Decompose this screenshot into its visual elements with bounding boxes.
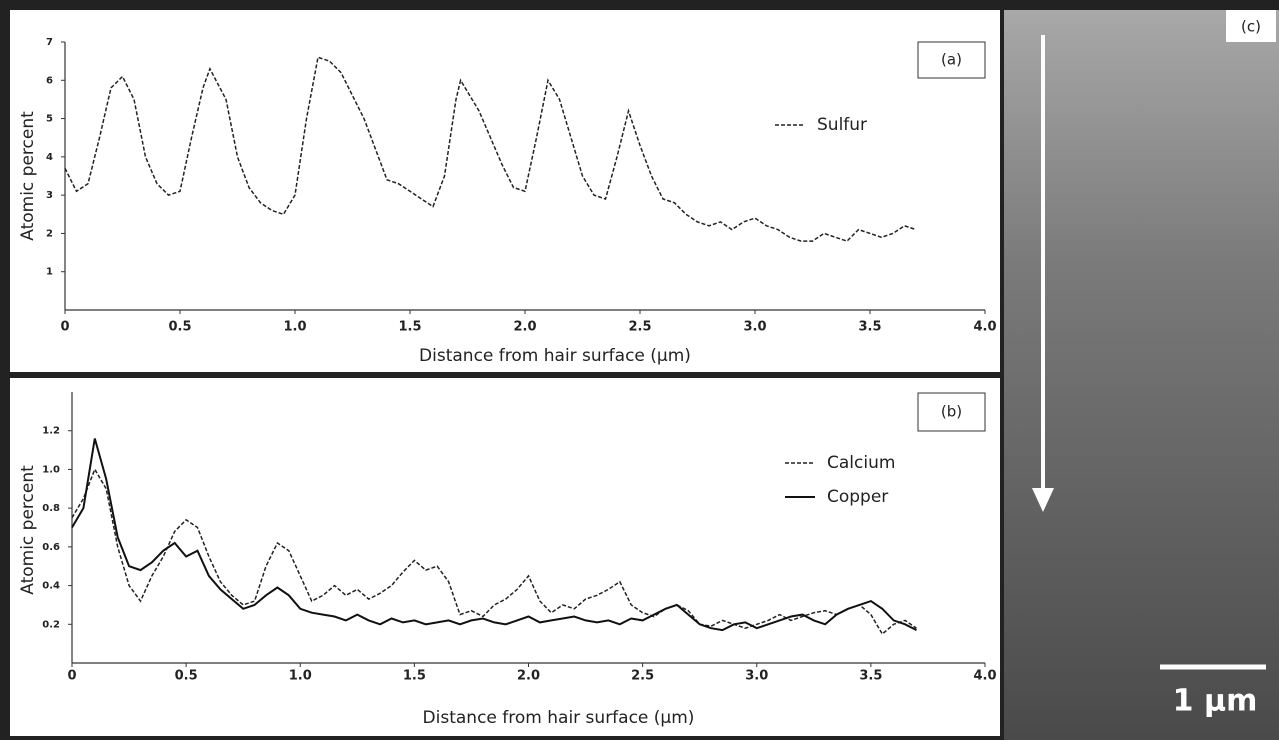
x-tick-label: 2.0: [517, 669, 540, 684]
y-tick-label: 1.2: [42, 426, 60, 437]
x-tick-label: 3.5: [859, 669, 882, 684]
x-tick-label: 2.5: [628, 320, 651, 335]
y-tick-label: 7: [46, 37, 53, 48]
legend-label: Calcium: [827, 453, 895, 473]
x-tick-label: 1.5: [398, 320, 421, 335]
x-tick-label: 0: [67, 669, 76, 684]
x-tick-label: 0.5: [168, 320, 191, 335]
x-tick-label: 3.5: [858, 320, 881, 335]
panel-label: (a): [941, 51, 962, 69]
x-tick-label: 0.5: [175, 669, 198, 684]
y-tick-label: 6: [46, 75, 53, 86]
x-tick-label: 0: [60, 320, 69, 335]
y-axis-label: Atomic percent: [18, 465, 38, 595]
y-tick-label: 4: [46, 152, 53, 163]
x-tick-label: 1.0: [289, 669, 312, 684]
arrow-head: [1032, 488, 1054, 512]
panel-label-box: [1226, 10, 1276, 42]
tem-image: [1004, 10, 1279, 740]
x-tick-label: 2.5: [631, 669, 654, 684]
legend-label: Copper: [827, 487, 888, 507]
x-tick-label: 1.0: [283, 320, 306, 335]
y-tick-label: 0.6: [42, 542, 60, 553]
y-tick-label: 0.2: [42, 619, 60, 630]
x-tick-label: 1.5: [403, 669, 426, 684]
data-line: [71, 438, 917, 632]
y-tick-label: 3: [46, 190, 53, 201]
panel-a: [10, 10, 1000, 372]
x-tick-label: 4.0: [973, 320, 996, 335]
y-tick-label: 5: [46, 114, 53, 125]
y-tick-label: 0.4: [42, 581, 60, 592]
x-tick-label: 2.0: [513, 320, 536, 335]
x-tick-label: 3.0: [745, 669, 768, 684]
y-axis-label: Atomic percent: [18, 111, 38, 241]
data-line: [71, 467, 917, 636]
legend-label: Sulfur: [817, 115, 867, 135]
y-tick-label: 1.0: [42, 464, 60, 475]
data-line: [64, 56, 917, 242]
x-tick-label: 4.0: [973, 669, 996, 684]
x-axis-label: Distance from hair surface (μm): [419, 346, 691, 366]
y-tick-label: 0.8: [42, 503, 60, 514]
panel-label: (c): [1241, 18, 1261, 36]
scale-bar-label: 1 μm: [1173, 684, 1258, 719]
panel-b: [10, 378, 1000, 736]
panel-label-box: [917, 392, 986, 432]
x-axis-label: Distance from hair surface (μm): [423, 708, 695, 728]
panel-label-box: [917, 41, 986, 79]
panel-label: (b): [941, 403, 962, 421]
x-tick-label: 3.0: [743, 320, 766, 335]
y-tick-label: 1: [46, 267, 53, 278]
y-tick-label: 2: [46, 228, 53, 239]
